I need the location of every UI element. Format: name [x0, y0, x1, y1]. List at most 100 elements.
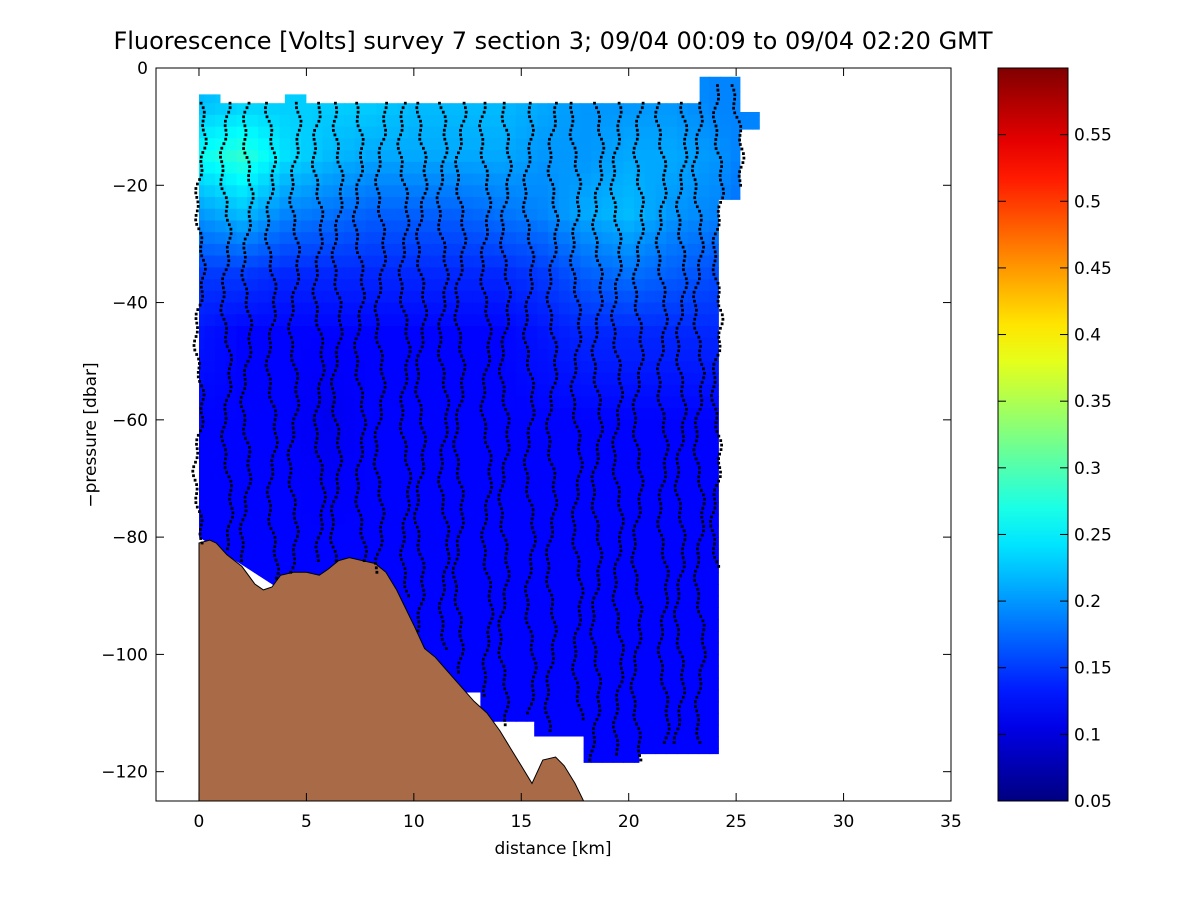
field-cell: [677, 619, 689, 632]
field-cell: [591, 267, 603, 280]
cast-sample: [376, 552, 379, 556]
field-cell: [397, 290, 410, 304]
cast-sample: [274, 156, 277, 159]
cast-sample: [483, 418, 486, 422]
field-cell: [677, 279, 689, 292]
cast-sample: [452, 444, 456, 448]
cast-sample: [459, 255, 463, 259]
cast-sample: [405, 318, 409, 322]
cast-sample: [498, 367, 501, 371]
cast-sample: [443, 246, 447, 249]
field-cell: [515, 455, 528, 468]
field-cell: [225, 408, 238, 421]
cast-sample: [529, 291, 532, 295]
field-cell: [204, 408, 216, 421]
field-cell: [515, 431, 528, 444]
cast-sample: [337, 427, 341, 431]
cast-sample: [525, 490, 528, 494]
field-cell: [279, 302, 291, 315]
field-cell: [634, 537, 646, 550]
cast-sample: [379, 408, 383, 412]
field-cell: [505, 666, 517, 679]
cast-sample: [530, 399, 534, 403]
cast-sample: [336, 292, 339, 295]
cast-sample: [354, 495, 358, 499]
field-cell: [580, 478, 592, 491]
cast-sample: [357, 382, 361, 386]
cast-sample: [246, 459, 250, 463]
cast-sample: [499, 525, 503, 528]
cast-sample: [243, 237, 247, 241]
cast-sample: [454, 309, 458, 313]
cast-sample: [248, 450, 252, 454]
field-cell: [322, 290, 334, 304]
cast-sample: [204, 267, 207, 271]
cast-sample: [489, 581, 492, 584]
field-cell: [408, 185, 420, 198]
cast-sample: [402, 255, 406, 259]
field-cell: [268, 443, 281, 456]
cast-sample: [458, 630, 462, 633]
field-cell: [279, 126, 291, 139]
cast-sample: [243, 414, 247, 418]
field-cell: [677, 138, 689, 151]
field-cell: [601, 361, 614, 374]
field-cell: [569, 478, 581, 491]
field-cell: [687, 537, 700, 550]
cast-sample: [479, 251, 483, 254]
field-cell: [634, 419, 646, 433]
cast-sample: [530, 652, 534, 656]
field-cell: [301, 384, 313, 397]
cast-sample: [268, 386, 272, 390]
field-cell: [322, 103, 334, 116]
field-cell: [472, 501, 485, 515]
field-cell: [666, 126, 678, 139]
field-cell: [279, 173, 291, 186]
field-cell: [268, 126, 281, 139]
cast-sample: [500, 516, 504, 519]
field-cell: [429, 290, 442, 304]
field-cell: [215, 384, 227, 397]
cast-sample: [297, 404, 301, 407]
cast-sample: [222, 191, 226, 195]
field-cell: [483, 114, 496, 128]
field-cell: [601, 478, 614, 491]
field-cell: [687, 595, 700, 609]
field-cell: [472, 443, 485, 456]
cast-sample: [376, 327, 379, 331]
cast-sample: [339, 455, 343, 458]
cast-sample: [204, 137, 208, 141]
field-cell: [236, 431, 248, 444]
field-cell: [634, 243, 646, 257]
cast-sample: [420, 575, 424, 579]
cast-sample: [243, 373, 246, 377]
cast-sample: [418, 250, 421, 254]
cast-sample: [224, 268, 228, 272]
field-cell: [515, 197, 528, 210]
field-cell: [644, 232, 657, 245]
cast-sample: [506, 579, 510, 582]
cast-sample: [356, 115, 359, 119]
field-cell: [698, 431, 710, 444]
field-cell: [199, 279, 205, 292]
cast-sample: [314, 441, 318, 445]
field-cell: [677, 314, 689, 327]
field-cell: [268, 560, 281, 573]
cast-sample: [483, 431, 487, 435]
cast-sample: [380, 413, 383, 416]
field-cell: [199, 478, 205, 491]
cast-sample: [265, 368, 269, 372]
field-cell: [429, 279, 442, 292]
cast-sample: [455, 589, 458, 593]
field-cell: [472, 419, 485, 433]
cast-sample: [335, 346, 339, 350]
field-cell: [419, 138, 431, 151]
cast-sample: [275, 576, 278, 580]
cast-sample: [272, 404, 276, 408]
field-cell: [515, 419, 528, 433]
field-cell: [462, 126, 474, 139]
cast-sample: [502, 227, 505, 231]
cast-sample: [486, 495, 490, 498]
field-cell: [462, 279, 474, 292]
field-cell: [301, 326, 313, 339]
